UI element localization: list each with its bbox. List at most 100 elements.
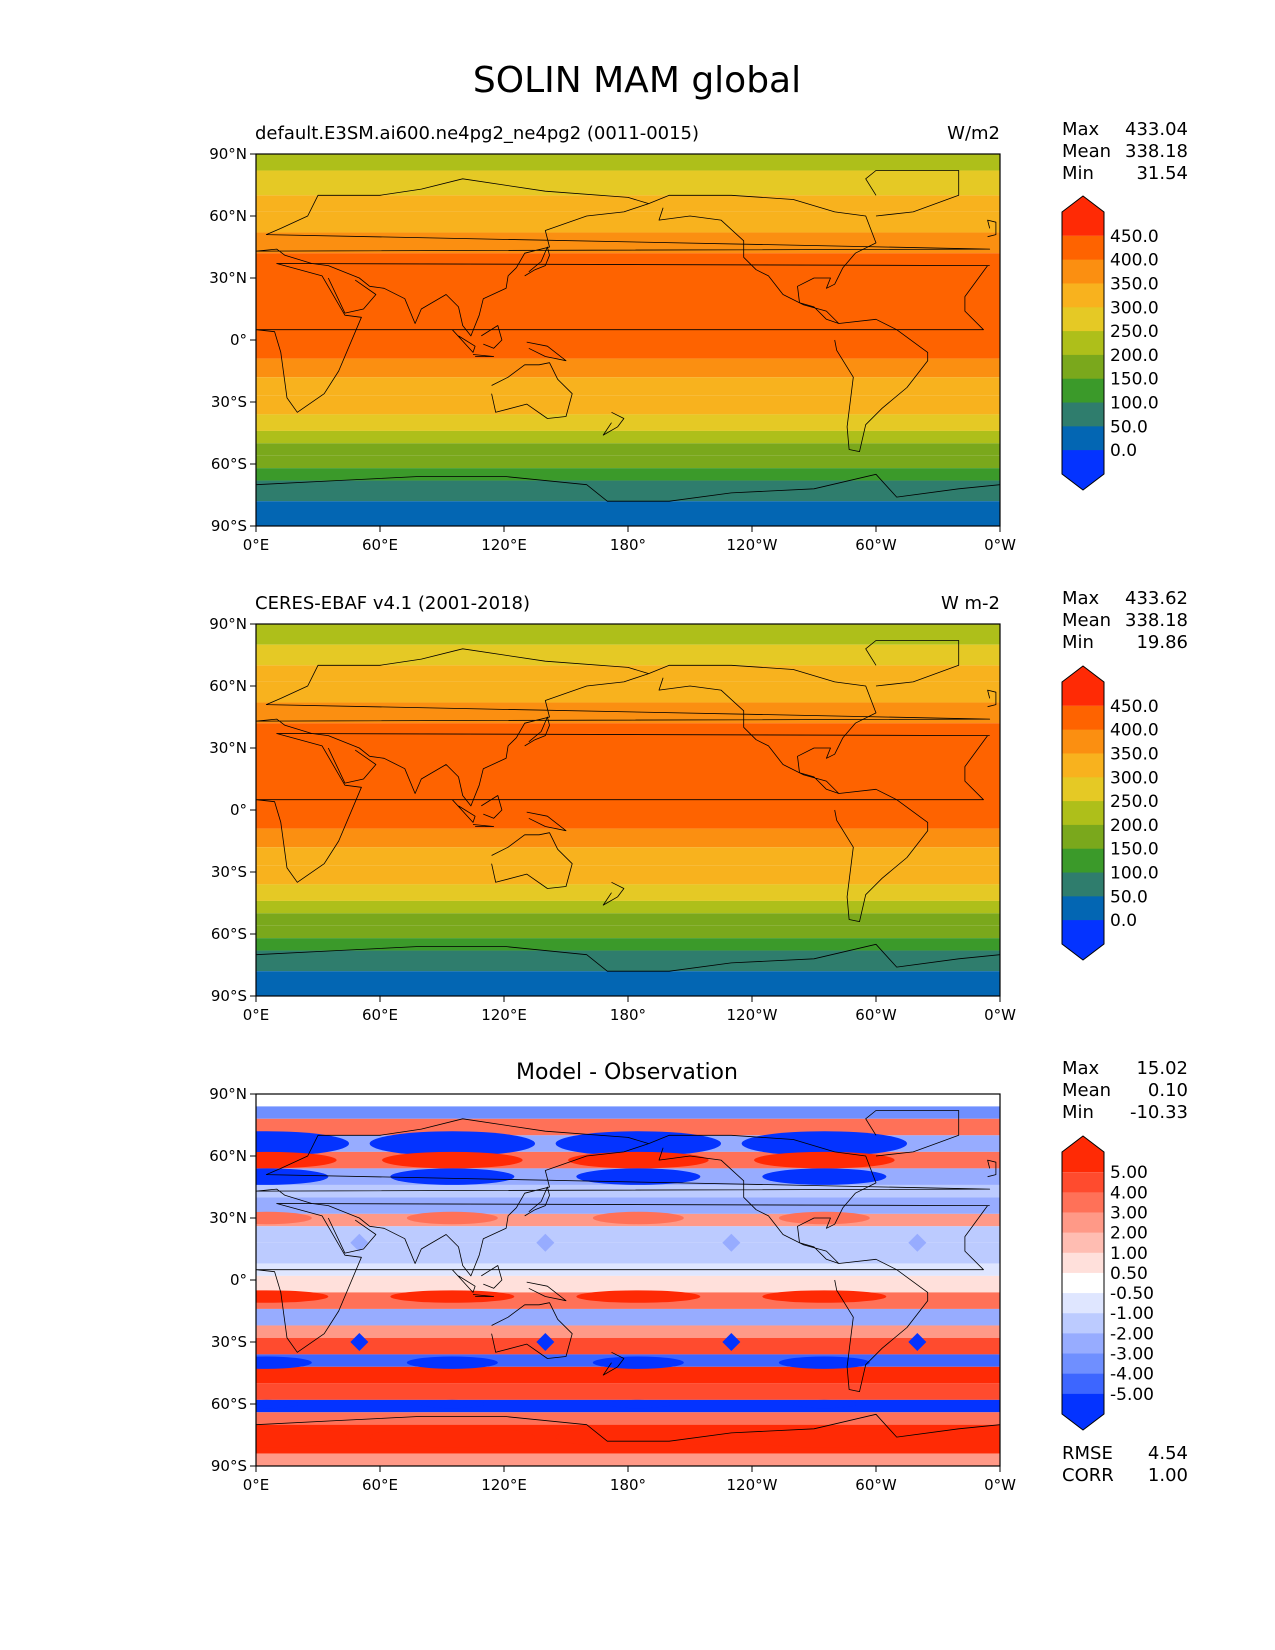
anomaly-cell [605, 1399, 672, 1409]
anomaly-cell [754, 1151, 895, 1169]
y-tick-label: 90°N [209, 145, 247, 163]
colorbar-segment [1062, 307, 1104, 332]
stat-min-value: 31.54 [1136, 163, 1188, 184]
y-tick-label: 30°N [209, 1209, 247, 1227]
lat-band [256, 195, 1000, 212]
colorbar-extension-max [1062, 1136, 1104, 1173]
coastline [481, 795, 503, 819]
anomaly-cell [256, 1168, 329, 1185]
lat-band [256, 925, 1000, 939]
lat-band [256, 395, 1000, 415]
colorbar-segment [1062, 1252, 1104, 1274]
coastline [865, 1110, 960, 1157]
coastlines [256, 1110, 1000, 1442]
colorbar-segment [1062, 872, 1104, 897]
stat-max-value: 15.02 [1136, 1058, 1188, 1079]
lat-band [256, 865, 1000, 885]
stat-min-label: Min [1062, 1102, 1094, 1123]
x-tick-label: 120°W [727, 1476, 778, 1494]
colorbar-outline [1061, 1135, 1105, 1431]
coastline [256, 473, 1000, 502]
lat-band [256, 414, 1000, 431]
lat-band [256, 828, 1000, 848]
coastline [472, 824, 495, 827]
lat-band [256, 644, 1000, 666]
coastline [327, 747, 377, 784]
lat-band [256, 624, 1000, 645]
stat-min-label: Min [1062, 632, 1094, 653]
colorbar-tick-label: 200.0 [1110, 346, 1159, 366]
colorbar-segment [1062, 1272, 1104, 1294]
anomaly-cell [369, 1426, 535, 1448]
y-tick-label: 30°S [211, 393, 247, 411]
panel-test-model: default.E3SM.ai600.ne4pg2_ne4pg2 (0011-0… [209, 119, 1188, 554]
colorbar-tick-label: 150.0 [1110, 370, 1159, 390]
x-tick-label: 0°E [243, 536, 270, 554]
contour-fill [256, 624, 1000, 996]
lat-band [256, 232, 1000, 254]
lat-band [256, 1184, 1000, 1198]
x-tick-label: 0°W [984, 1476, 1016, 1494]
coastline [987, 1159, 997, 1178]
lat-band [256, 702, 1000, 724]
colorbar-segment [1062, 354, 1104, 380]
x-tick-label: 60°W [855, 1006, 897, 1024]
contour-fill [256, 154, 1000, 526]
coastline [987, 689, 997, 708]
y-tick-label: 0° [230, 1271, 247, 1289]
colorbar-tick-label: 150.0 [1110, 840, 1159, 860]
lat-band [256, 900, 1000, 914]
anomaly-cell [555, 1426, 721, 1448]
x-tick-label: 0°E [243, 1476, 270, 1494]
coastline [452, 799, 476, 823]
stat-max-value: 433.04 [1125, 119, 1188, 140]
coastline [524, 246, 550, 277]
stat-min-label: Min [1062, 163, 1094, 184]
coastlines [256, 640, 1000, 972]
colorbar-segment [1062, 331, 1104, 356]
colorbar-segment [1062, 729, 1104, 754]
stat-corr-value: 1.00 [1148, 1465, 1188, 1486]
colorbar-tick-label: -2.00 [1110, 1324, 1154, 1344]
panel-title-left: default.E3SM.ai600.ne4pg2_ne4pg2 (0011-0… [255, 123, 699, 144]
stat-max-label: Max [1062, 1058, 1100, 1079]
lat-band [256, 1106, 1000, 1119]
stat-min-value: -10.33 [1130, 1102, 1188, 1123]
colorbar-segment [1062, 753, 1104, 778]
colorbar-segment [1062, 1172, 1104, 1193]
stat-rmse-value: 4.54 [1148, 1443, 1188, 1464]
coastline [472, 354, 495, 357]
lat-band [256, 847, 1000, 866]
coastline [865, 640, 960, 687]
anomaly-diamond [536, 1333, 555, 1351]
colorbar-segment [1062, 378, 1104, 404]
anomaly-cell [576, 1290, 701, 1303]
colorbar-outline [1061, 665, 1105, 961]
coastline [834, 788, 929, 922]
coastline [256, 648, 991, 807]
anomaly-cell [382, 1151, 523, 1169]
y-tick-label: 60°S [211, 455, 247, 473]
colorbar-segment [1062, 896, 1104, 921]
colorbar-segment [1062, 705, 1104, 731]
anomaly-cell [256, 1290, 329, 1303]
contour-fill [256, 1094, 1000, 1466]
anomaly-cell [592, 1356, 684, 1369]
y-tick-label: 90°S [211, 1457, 247, 1475]
lat-band [256, 681, 1000, 703]
colorbar-tick-label: 50.0 [1110, 417, 1148, 437]
lat-band [256, 913, 1000, 926]
x-tick-label: 60°E [362, 1006, 398, 1024]
x-tick-label: 120°W [727, 1006, 778, 1024]
colorbar-segment [1062, 1313, 1104, 1334]
y-tick-label: 0° [230, 801, 247, 819]
x-tick-label: 120°W [727, 536, 778, 554]
colorbar-extension-min [1062, 920, 1104, 960]
y-tick-label: 30°N [209, 739, 247, 757]
colorbar-extension-min [1062, 450, 1104, 490]
axis-ticks: 90°N 60°N 30°N 0° 30°S 60°S 90°S0°E 60°E 120°E 18… [209, 615, 1016, 1024]
lat-band [256, 1308, 1000, 1326]
y-tick-label: 60°N [209, 1147, 247, 1165]
map-plot [255, 153, 1001, 527]
lat-band [256, 468, 1000, 481]
